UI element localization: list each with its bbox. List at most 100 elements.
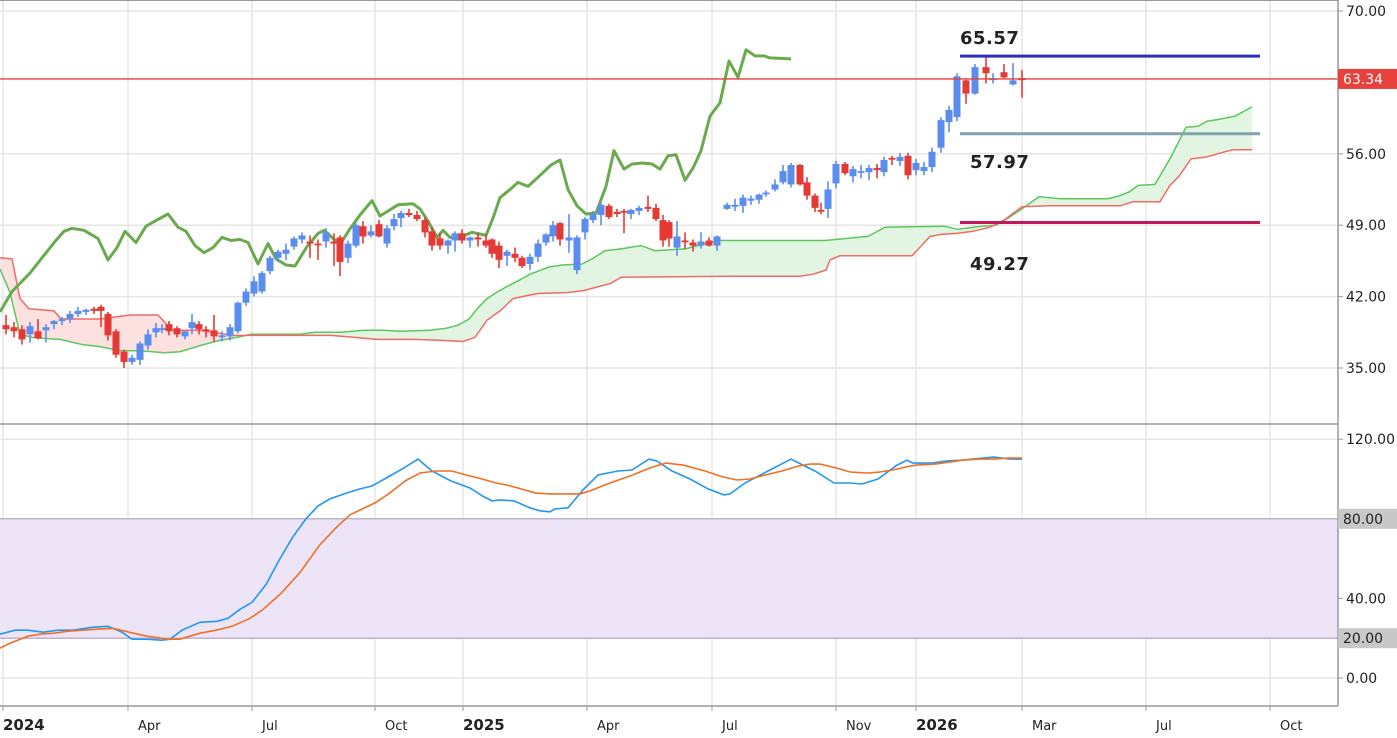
price-axis[interactable]: 70.00 56.00 49.00 42.00 35.00 63.34 bbox=[1338, 4, 1397, 377]
candle-down[interactable] bbox=[413, 210, 421, 222]
candle-up[interactable] bbox=[188, 313, 196, 335]
candle-up[interactable] bbox=[466, 236, 474, 248]
candle-down[interactable] bbox=[474, 233, 482, 247]
candle-up[interactable] bbox=[298, 232, 306, 244]
candle-up[interactable] bbox=[58, 317, 66, 326]
candle-down[interactable] bbox=[104, 311, 112, 341]
candle-down[interactable] bbox=[962, 79, 970, 104]
candle-down[interactable] bbox=[314, 239, 322, 260]
candle-up[interactable] bbox=[597, 202, 605, 226]
candle-up[interactable] bbox=[397, 210, 405, 228]
candle-up[interactable] bbox=[250, 276, 258, 297]
candle-down[interactable] bbox=[2, 314, 10, 335]
candle-up[interactable] bbox=[144, 329, 152, 350]
candle-down[interactable] bbox=[18, 325, 26, 345]
candle-down[interactable] bbox=[873, 164, 881, 179]
candle-down[interactable] bbox=[888, 155, 896, 166]
candle-up[interactable] bbox=[945, 105, 953, 133]
candle-up[interactable] bbox=[526, 253, 534, 271]
candle-up[interactable] bbox=[66, 310, 74, 324]
candle-down[interactable] bbox=[681, 232, 689, 249]
candle-down[interactable] bbox=[421, 217, 429, 238]
candle-up[interactable] bbox=[787, 162, 795, 188]
candle-up[interactable] bbox=[282, 243, 290, 260]
time-axis[interactable]: 2024 Apr Jul Oct 2025 Apr Jul Nov 2026 Mar Jul Oct bbox=[2, 706, 1302, 734]
candle-down[interactable] bbox=[904, 152, 912, 180]
candle-down[interactable] bbox=[495, 241, 503, 269]
candle-up[interactable] bbox=[534, 239, 542, 262]
candle-down[interactable] bbox=[556, 222, 564, 246]
candle-down[interactable] bbox=[195, 321, 203, 335]
candle-up[interactable] bbox=[824, 181, 832, 219]
candle-down[interactable] bbox=[620, 208, 628, 234]
candle-down[interactable] bbox=[90, 306, 98, 314]
candle-down[interactable] bbox=[482, 234, 490, 248]
candle-down[interactable] bbox=[796, 164, 804, 186]
candle-down[interactable] bbox=[803, 177, 811, 200]
candle-up[interactable] bbox=[747, 195, 755, 205]
candle-up[interactable] bbox=[344, 240, 352, 263]
candle-up[interactable] bbox=[82, 308, 90, 315]
candle-up[interactable] bbox=[390, 213, 398, 231]
candle-up[interactable] bbox=[713, 235, 721, 251]
candle-up[interactable] bbox=[928, 147, 936, 173]
candle-up[interactable] bbox=[26, 322, 34, 343]
candle-up[interactable] bbox=[581, 217, 589, 240]
candle-up[interactable] bbox=[673, 221, 681, 256]
candle-up[interactable] bbox=[755, 193, 763, 204]
candle-up[interactable] bbox=[158, 324, 166, 334]
candle-down[interactable] bbox=[202, 326, 210, 338]
candle-up[interactable] bbox=[128, 354, 136, 365]
candle-down[interactable] bbox=[210, 314, 218, 342]
candle-up[interactable] bbox=[779, 165, 787, 185]
candle-down[interactable] bbox=[10, 322, 18, 338]
candle-down[interactable] bbox=[1000, 64, 1008, 79]
candle-up[interactable] bbox=[739, 194, 747, 213]
candle-up[interactable] bbox=[367, 225, 375, 238]
candle-down[interactable] bbox=[120, 349, 128, 368]
candle-up[interactable] bbox=[383, 225, 391, 248]
last-price-badge[interactable] bbox=[1338, 68, 1397, 89]
candle-down[interactable] bbox=[488, 238, 496, 258]
candle-up[interactable] bbox=[1009, 63, 1017, 86]
candle-down[interactable] bbox=[1018, 70, 1026, 98]
candle-down[interactable] bbox=[359, 221, 367, 244]
candle-up[interactable] bbox=[218, 331, 226, 342]
candle-up[interactable] bbox=[242, 288, 250, 306]
candle-up[interactable] bbox=[880, 156, 888, 177]
candle-down[interactable] bbox=[705, 237, 713, 247]
candle-up[interactable] bbox=[352, 223, 360, 248]
candle-down[interactable] bbox=[375, 220, 383, 238]
candle-up[interactable] bbox=[258, 271, 266, 294]
candle-down[interactable] bbox=[811, 193, 819, 212]
candle-up[interactable] bbox=[565, 213, 573, 253]
candle-up[interactable] bbox=[451, 231, 459, 252]
candle-down[interactable] bbox=[659, 215, 667, 247]
candle-up[interactable] bbox=[723, 202, 731, 210]
candle-down[interactable] bbox=[97, 304, 105, 328]
candle-up[interactable] bbox=[589, 210, 597, 224]
candle-up[interactable] bbox=[953, 73, 961, 122]
candle-up[interactable] bbox=[912, 158, 920, 176]
candle-up[interactable] bbox=[849, 166, 857, 183]
candle-up[interactable] bbox=[136, 341, 144, 365]
candle-up[interactable] bbox=[181, 331, 189, 340]
candle-down[interactable] bbox=[173, 326, 181, 338]
candle-down[interactable] bbox=[841, 161, 849, 176]
candle-up[interactable] bbox=[865, 165, 873, 181]
candle-down[interactable] bbox=[34, 319, 42, 340]
candle-down[interactable] bbox=[306, 235, 314, 258]
candle-up[interactable] bbox=[226, 324, 234, 341]
candle-down[interactable] bbox=[652, 203, 660, 222]
candle-up[interactable] bbox=[937, 117, 945, 153]
candle-down[interactable] bbox=[518, 255, 526, 269]
candle-up[interactable] bbox=[731, 198, 739, 211]
candle-up[interactable] bbox=[50, 320, 58, 330]
candle-up[interactable] bbox=[152, 323, 160, 338]
candle-down[interactable] bbox=[436, 233, 444, 250]
candle-down[interactable] bbox=[428, 227, 436, 251]
candle-down[interactable] bbox=[817, 202, 825, 214]
candle-down[interactable] bbox=[165, 321, 173, 336]
candle-up[interactable] bbox=[920, 161, 928, 176]
candle-up[interactable] bbox=[697, 232, 705, 249]
